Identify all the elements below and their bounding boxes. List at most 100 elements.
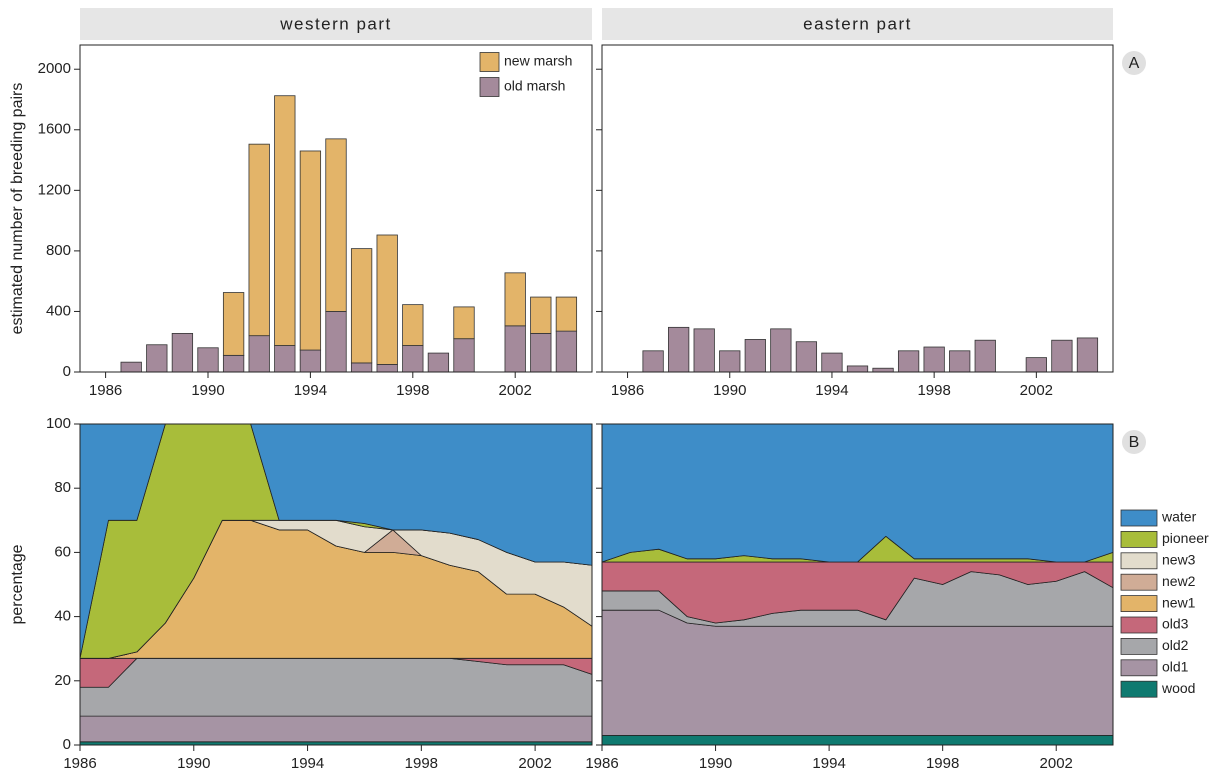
legend-swatch bbox=[1120, 509, 1158, 527]
y-tick-label: 800 bbox=[46, 242, 71, 259]
bar bbox=[555, 296, 578, 332]
bar bbox=[248, 143, 270, 337]
area bbox=[79, 715, 593, 743]
panel-letter: B bbox=[1129, 434, 1140, 451]
x-tick-label: 1998 bbox=[917, 382, 950, 399]
y-tick-label: 80 bbox=[54, 479, 71, 496]
x-tick-label: 1986 bbox=[63, 755, 96, 772]
panel-frame bbox=[601, 44, 1114, 373]
y-tick-label: 0 bbox=[63, 363, 71, 380]
bar bbox=[770, 328, 792, 373]
legend-label: pioneer bbox=[1162, 530, 1209, 546]
strip bbox=[80, 8, 592, 40]
bar bbox=[325, 138, 347, 312]
bar bbox=[872, 367, 894, 373]
y-tick-label: 20 bbox=[54, 672, 71, 689]
bar bbox=[325, 311, 347, 373]
bar bbox=[376, 234, 398, 365]
legend-swatch bbox=[1120, 595, 1158, 612]
x-tick-label: 1986 bbox=[611, 382, 644, 399]
y-tick-label: 1600 bbox=[38, 121, 71, 138]
legend-label: wood bbox=[1161, 680, 1195, 696]
x-tick-label: 2002 bbox=[1040, 755, 1073, 772]
bar bbox=[171, 332, 194, 373]
panel: 0 20 40 60 80 100 1986 1990 1994 1998 2002 percenta… bbox=[9, 415, 593, 772]
bar bbox=[402, 304, 424, 346]
legend-label: old3 bbox=[1162, 616, 1189, 632]
legend-swatch bbox=[1120, 531, 1158, 548]
bar bbox=[427, 352, 450, 373]
area bbox=[601, 609, 1114, 736]
bar bbox=[146, 344, 168, 373]
legend-swatch bbox=[1120, 552, 1158, 570]
bar bbox=[453, 338, 475, 373]
bar bbox=[744, 339, 766, 373]
legend-label: new marsh bbox=[504, 53, 572, 69]
bar bbox=[949, 350, 971, 373]
legend-swatch bbox=[1120, 638, 1158, 655]
bar bbox=[222, 354, 245, 373]
strip-title: western part bbox=[279, 14, 392, 33]
panel: eastern part 1986 1990 1994 1998 2002 bbox=[596, 8, 1114, 399]
area bbox=[601, 423, 1114, 563]
panel: western part 0 400 800 1200 1600 2000 1986 1990 1… bbox=[9, 8, 1146, 399]
bar bbox=[299, 150, 322, 351]
y-tick-label: 1200 bbox=[38, 181, 71, 198]
x-tick-label: 1994 bbox=[294, 382, 327, 399]
bar bbox=[846, 365, 869, 373]
bar bbox=[555, 330, 578, 373]
bar bbox=[350, 248, 373, 364]
x-tick-label: 1994 bbox=[815, 382, 848, 399]
x-tick-label: 1990 bbox=[191, 382, 224, 399]
bar bbox=[350, 362, 373, 373]
panel-frame bbox=[79, 44, 593, 373]
legend-label: old2 bbox=[1162, 637, 1189, 653]
legend-label: new3 bbox=[1162, 552, 1196, 568]
panel-frame bbox=[79, 423, 593, 746]
bar bbox=[719, 350, 741, 373]
strip-title: eastern part bbox=[803, 14, 912, 33]
bar bbox=[530, 296, 552, 334]
y-tick-label: 40 bbox=[54, 608, 71, 625]
y-tick-label: 100 bbox=[46, 415, 71, 432]
bar bbox=[795, 341, 818, 373]
x-tick-label: 1994 bbox=[812, 755, 845, 772]
bar bbox=[299, 349, 322, 373]
bar bbox=[897, 350, 920, 373]
y-tick-label: 2000 bbox=[38, 60, 71, 77]
x-tick-label: 1986 bbox=[585, 755, 618, 772]
legend-swatch bbox=[479, 77, 500, 97]
x-tick-label: 1990 bbox=[699, 755, 732, 772]
bar bbox=[376, 364, 398, 373]
y-tick-label: 400 bbox=[46, 302, 71, 319]
x-tick-label: 1986 bbox=[89, 382, 122, 399]
bar bbox=[642, 350, 664, 373]
bar bbox=[402, 345, 424, 373]
area bbox=[79, 657, 593, 717]
y-axis-label: estimated number of breeding pairs bbox=[9, 83, 26, 335]
x-tick-label: 2002 bbox=[499, 382, 532, 399]
bar bbox=[923, 346, 945, 373]
legend-swatch bbox=[1120, 616, 1158, 634]
bar bbox=[504, 325, 526, 373]
bar bbox=[1076, 337, 1099, 373]
bar bbox=[274, 95, 296, 346]
x-tick-label: 2002 bbox=[1020, 382, 1053, 399]
legend-swatch bbox=[1120, 659, 1158, 677]
bar bbox=[120, 361, 142, 373]
bar bbox=[530, 332, 552, 373]
bar bbox=[974, 339, 996, 373]
bar bbox=[668, 326, 690, 373]
y-tick-label: 60 bbox=[54, 543, 71, 560]
bar bbox=[274, 345, 296, 373]
bar bbox=[504, 272, 526, 327]
x-tick-label: 1998 bbox=[926, 755, 959, 772]
bar bbox=[248, 335, 270, 373]
legend-swatch bbox=[479, 52, 500, 72]
x-tick-label: 1994 bbox=[291, 755, 324, 772]
bar bbox=[197, 347, 219, 373]
bar bbox=[1051, 339, 1073, 373]
y-axis-label: percentage bbox=[9, 544, 26, 624]
